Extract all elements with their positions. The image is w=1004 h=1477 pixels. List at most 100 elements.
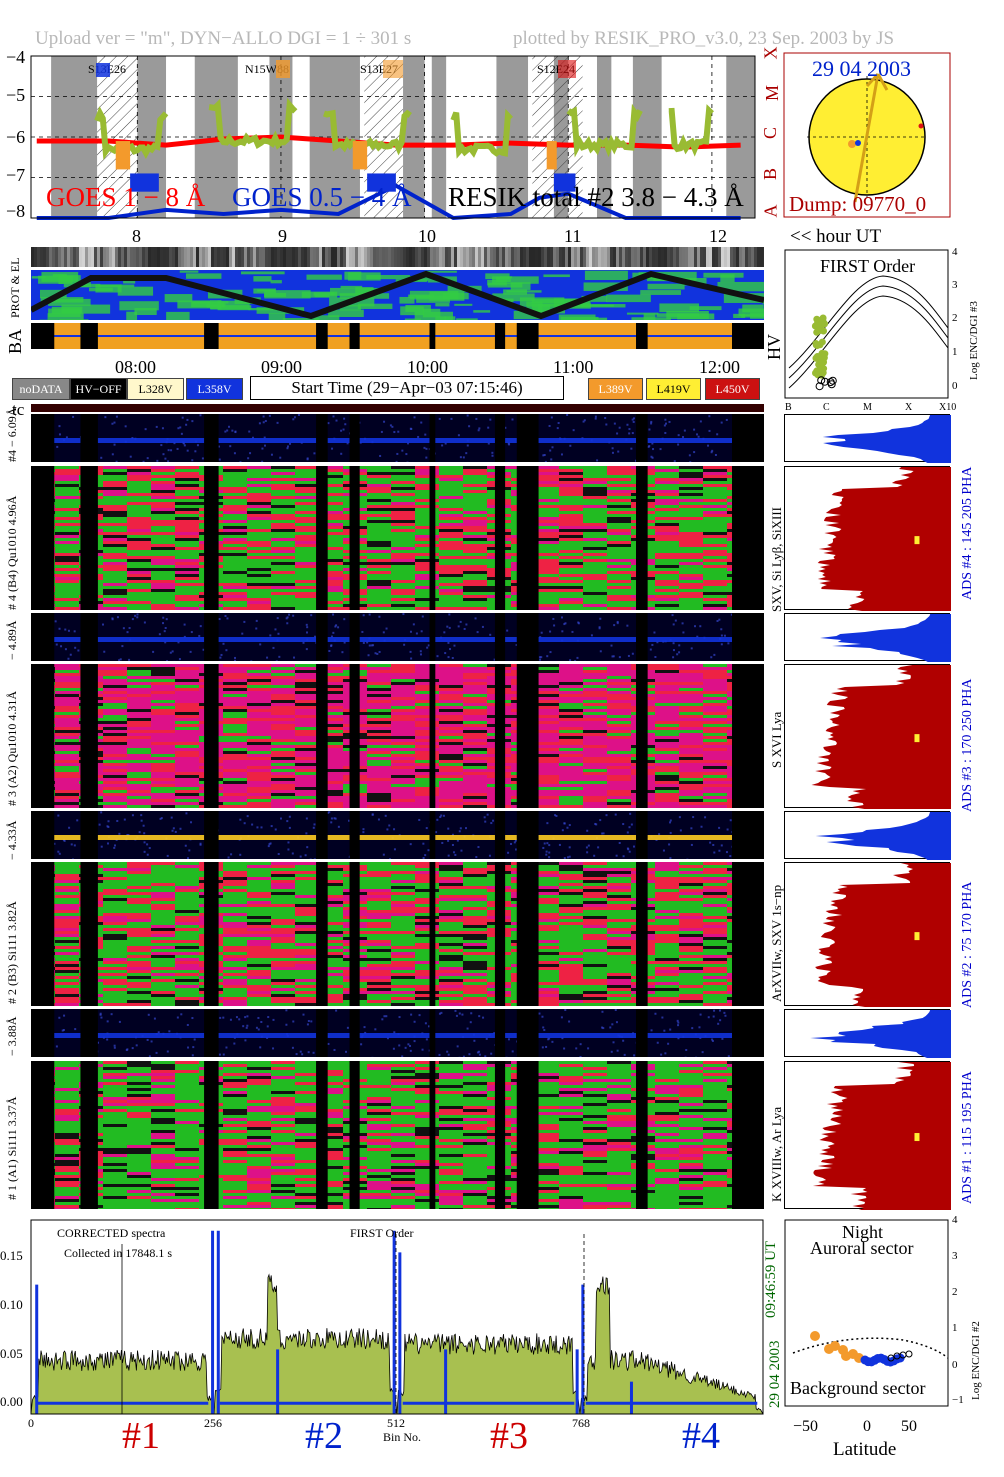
pha-noise	[457, 434, 460, 437]
heat-cell	[607, 469, 631, 472]
heat-cell	[319, 541, 343, 544]
heat-cell	[703, 796, 727, 799]
hv-off-gap	[204, 664, 219, 808]
pha-noise	[330, 821, 333, 824]
heat-cell	[247, 673, 271, 676]
heat-cell	[679, 790, 703, 793]
pha-noise	[182, 442, 185, 445]
heat-cell	[391, 709, 415, 712]
pha-noise	[563, 822, 566, 825]
heat-cell	[103, 787, 127, 790]
heat-cell	[559, 790, 583, 793]
heat-cell	[703, 523, 727, 526]
heat-cell	[295, 511, 319, 514]
pha-noise	[566, 826, 569, 829]
heat-cell	[295, 547, 319, 550]
heat-cell	[463, 673, 487, 676]
heat-cell	[295, 484, 319, 487]
heat-cell	[391, 685, 415, 688]
pha-noise	[610, 644, 613, 647]
heat-cell	[295, 799, 319, 802]
heat-cell	[55, 772, 79, 775]
prot-patch	[519, 297, 565, 307]
heat-cell	[247, 907, 271, 910]
heat-cell	[127, 550, 151, 553]
heat-cell	[415, 877, 439, 880]
heat-cell	[175, 895, 199, 898]
heat-cell	[679, 757, 703, 760]
heat-cell	[607, 724, 631, 727]
heat-cell	[535, 553, 559, 556]
pha-noise	[417, 435, 420, 438]
heat-cell	[439, 742, 463, 745]
heat-cell	[127, 796, 151, 799]
heat-cell	[439, 535, 463, 538]
heat-cell	[463, 874, 487, 877]
heat-cell	[319, 478, 343, 481]
heat-cell	[655, 772, 679, 775]
heat-cell	[295, 541, 319, 544]
pha-noise	[484, 820, 487, 823]
pha-noise	[631, 418, 634, 421]
heat-cell	[247, 898, 271, 901]
heat-cell	[127, 739, 151, 742]
heat-cell	[439, 544, 463, 547]
heat-cell	[439, 499, 463, 502]
gradient-cell	[649, 247, 652, 267]
ba-panel	[31, 323, 764, 349]
heat-cell	[295, 871, 319, 874]
heat-cell	[319, 790, 343, 793]
heat-cell	[223, 541, 247, 544]
heat-cell	[247, 790, 271, 793]
heat-cell	[151, 721, 175, 724]
heat-cell	[463, 535, 487, 538]
gradient-cell	[547, 247, 550, 267]
heat-cell	[55, 520, 79, 523]
heat-cell	[583, 496, 607, 499]
heat-cell	[55, 754, 79, 757]
heat-cell	[703, 706, 727, 709]
heat-cell	[55, 742, 79, 745]
heat-cell	[247, 676, 271, 679]
hv-off-gap	[349, 414, 360, 462]
gradient-cell	[625, 247, 628, 267]
heat-cell	[535, 892, 559, 895]
heat-cell	[439, 700, 463, 703]
heat-cell	[607, 892, 631, 895]
heat-cell	[103, 595, 127, 598]
heat-cell	[439, 523, 463, 526]
hv-off-gap	[516, 664, 539, 808]
pha-noise	[465, 452, 468, 455]
heat-cell	[175, 532, 199, 535]
heat-cell	[271, 568, 295, 571]
heat-cell	[223, 511, 247, 514]
heat-cell	[127, 592, 151, 595]
gradient-cell	[538, 247, 541, 267]
pha-noise	[169, 651, 172, 654]
heat-cell	[223, 478, 247, 481]
heat-cell	[127, 466, 151, 469]
pha-noise	[697, 435, 700, 438]
heat-cell	[271, 871, 295, 874]
heat-cell	[607, 874, 631, 877]
pha-noise	[410, 657, 413, 660]
heat-cell	[175, 688, 199, 691]
heat-cell	[175, 604, 199, 607]
heat-cell	[247, 484, 271, 487]
heat-cell	[583, 904, 607, 907]
heat-cell	[319, 472, 343, 475]
pha-noise	[219, 656, 222, 659]
heat-cell	[679, 538, 703, 541]
heat-cell	[583, 892, 607, 895]
heat-cell	[391, 781, 415, 784]
heat-cell	[463, 676, 487, 679]
hv-off-gap	[316, 811, 328, 859]
heat-cell	[247, 901, 271, 904]
heat-cell	[583, 862, 607, 865]
heat-cell	[175, 559, 199, 562]
heat-cell	[223, 697, 247, 700]
heat-cell	[175, 802, 199, 805]
heat-cell	[439, 667, 463, 670]
heat-cell	[679, 469, 703, 472]
heat-cell	[655, 493, 679, 496]
